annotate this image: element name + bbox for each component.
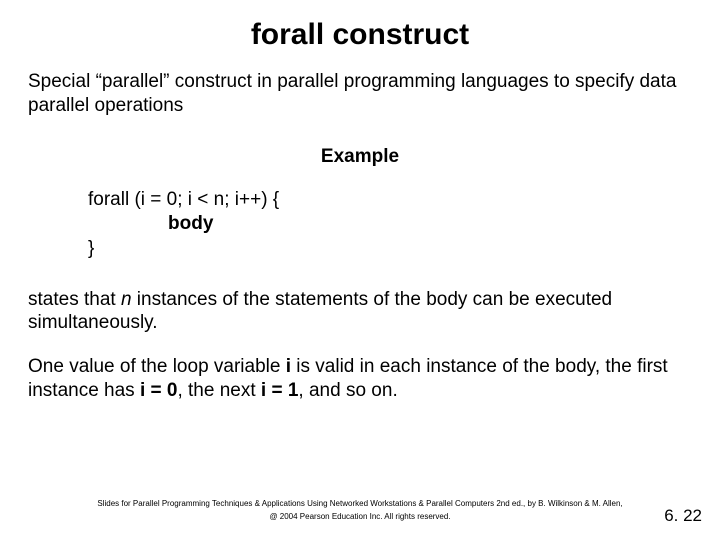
desc2-i3: i = 1 xyxy=(261,380,299,401)
footer-line-2: @ 2004 Pearson Education Inc. All rights… xyxy=(0,511,720,524)
desc1-pre: states that xyxy=(28,289,121,310)
desc2-d: , and so on. xyxy=(298,380,397,401)
desc2-a: One value of the loop variable xyxy=(28,356,286,377)
code-body: body xyxy=(88,212,692,237)
desc2-c: , the next xyxy=(177,380,260,401)
page-title: forall construct xyxy=(0,0,720,70)
description-1: states that n instances of the statement… xyxy=(28,288,692,336)
desc1-n: n xyxy=(121,289,132,310)
page-number: 6. 22 xyxy=(664,506,702,526)
desc2-i2: i = 0 xyxy=(140,380,178,401)
footer-citation: Slides for Parallel Programming Techniqu… xyxy=(0,498,720,524)
content-area: Special “parallel” construct in parallel… xyxy=(0,70,720,403)
code-line-3: } xyxy=(88,237,692,262)
intro-text: Special “parallel” construct in parallel… xyxy=(28,70,692,118)
footer-line-1: Slides for Parallel Programming Techniqu… xyxy=(0,498,720,511)
code-block: forall (i = 0; i < n; i++) { body } xyxy=(88,188,692,262)
description-2: One value of the loop variable i is vali… xyxy=(28,355,692,403)
example-label: Example xyxy=(28,146,692,168)
code-line-1: forall (i = 0; i < n; i++) { xyxy=(88,188,692,213)
